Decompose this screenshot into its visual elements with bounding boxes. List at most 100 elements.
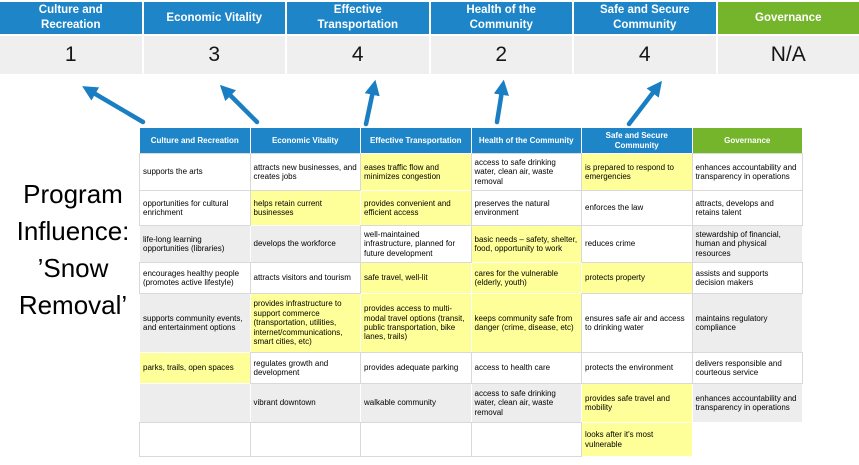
matrix-cell-text: assists and supports decision makers [695, 268, 769, 287]
influence-arrow-3 [363, 80, 380, 127]
matrix-cell-r7-c3: walkable community [361, 384, 471, 422]
matrix-cell-r4-c1: encourages healthy people (promotes acti… [139, 262, 251, 294]
text-line: Effective [333, 4, 382, 17]
matrix-cell-r6-c1: parks, trails, open spaces [140, 353, 250, 383]
matrix-cell-r8-c5: looks after it's most vulnerable [582, 423, 692, 456]
text-line: Removal’ [18, 289, 128, 320]
text-line: Health of the [466, 4, 537, 17]
matrix-cell-r2-c4: preserves the natural environment [470, 190, 582, 226]
matrix-cell-r2-c6: attracts, develops and retains talent [691, 190, 803, 226]
matrix-cell-text: attracts, develops and retains talent [695, 198, 774, 217]
matrix-cell-text: delivers responsible and courteous servi… [695, 358, 782, 377]
matrix-cell-text: life-long learning opportunities (librar… [143, 234, 225, 253]
influence-matrix: Culture and Recreation Economic Vitality E… [139, 128, 803, 457]
matrix-cell-text: attracts new businesses, and creates job… [253, 162, 357, 181]
matrix-header-2: Economic Vitality [250, 128, 360, 153]
summary-header-4: Health of the Community [430, 2, 572, 34]
matrix-cell-r1-c3: eases traffic flow and minimizes congest… [361, 154, 471, 190]
matrix-cell-text: develops the workforce [253, 239, 336, 249]
matrix-cell-r5-c4: keeps community safe from danger (crime,… [471, 294, 581, 352]
text-line: Safe and Secure [600, 4, 690, 17]
summary-header-2: Economic Vitality [143, 2, 285, 34]
matrix-cell-r3-c3: well-maintained infrastructure, planned … [360, 225, 472, 263]
matrix-cell-r4-c4: cares for the vulnerable (elderly, youth… [471, 263, 581, 293]
matrix-cell-text: protects property [585, 273, 646, 283]
matrix-cell-r5-c5: ensures safe air and access to drinking … [581, 293, 693, 353]
matrix-cell-r6-c5: protects the environment [581, 352, 693, 384]
influence-arrows [82, 80, 662, 127]
matrix-cell-r4-c6: assists and supports decision makers [691, 262, 803, 294]
matrix-cell-text: stewardship of financial, human and phys… [695, 229, 781, 258]
matrix-cell-r3-c6: stewardship of financial, human and phys… [692, 226, 802, 262]
matrix-cell-text: provides convenient and efficient access [364, 198, 451, 217]
matrix-cell-text: helps retain current businesses [253, 198, 322, 217]
matrix-cell-text: looks after it's most vulnerable [585, 430, 654, 449]
matrix-cell-r7-c1 [140, 384, 250, 422]
text-line: Community [469, 19, 533, 31]
matrix-cell-text: protects the environment [585, 363, 674, 373]
matrix-cell-text: supports the arts [143, 167, 203, 177]
program-title: Program Influence: ’Snow Removal’ [2, 176, 144, 324]
matrix-cell-r5-c3: provides access to multi-modal travel op… [361, 294, 471, 352]
matrix-header-4: Health of the Community [471, 128, 581, 153]
matrix-cell-r7-c5: provides safe travel and mobility [582, 384, 692, 422]
matrix-cell-r3-c2: develops the workforce [250, 226, 360, 262]
matrix-cell-text: preserves the natural environment [474, 198, 550, 217]
matrix-cell-r5-c1: supports community events, and entertain… [140, 294, 250, 352]
summary-header-6: Governance [717, 2, 859, 34]
matrix-cell-text: cares for the vulnerable (elderly, youth… [474, 268, 559, 287]
matrix-cell-text: maintains regulatory compliance [695, 313, 768, 332]
matrix-cell-r1-c6: enhances accountability and transparency… [691, 153, 803, 191]
influence-arrow-1 [82, 86, 146, 125]
matrix-cell-text: safe travel, well-lit [364, 273, 428, 283]
matrix-cell-r5-c2: provides infrastructure to support comme… [250, 294, 360, 352]
matrix-header-1: Culture and Recreation [140, 128, 250, 153]
matrix-cell-text: regulates growth and development [253, 358, 329, 377]
matrix-cell-r1-c2: attracts new businesses, and creates job… [249, 153, 361, 191]
matrix-cell-text: well-maintained infrastructure, planned … [364, 229, 456, 258]
matrix-cell-r3-c5: reduces crime [581, 225, 693, 263]
matrix-header-3: Effective Transportation [361, 128, 471, 153]
text-line: Health of the Community [478, 135, 574, 145]
matrix-cell-text: provides safe travel and mobility [585, 393, 670, 412]
influence-arrow-2 [219, 84, 260, 125]
text-line: Culture and Recreation [150, 135, 239, 145]
matrix-cell-r8-c6 [692, 423, 802, 456]
matrix-cell-r4-c2: attracts visitors and tourism [249, 262, 361, 294]
text-line: Economic Vitality [271, 135, 339, 145]
matrix-cell-r8-c4 [470, 422, 582, 457]
text-line: Economic Vitality [166, 11, 263, 24]
matrix-cell-text: is prepared to respond to emergencies [585, 162, 674, 181]
matrix-header-6: Governance [692, 128, 802, 153]
summary-header-1: Culture and Recreation [0, 2, 142, 34]
matrix-cell-r2-c1: opportunities for cultural enrichment [139, 190, 251, 226]
influence-arrow-5 [626, 80, 662, 127]
summary-band: Culture and Recreation Economic Vitality Ef… [0, 2, 859, 74]
matrix-cell-text: opportunities for cultural enrichment [143, 198, 229, 217]
matrix-cell-r2-c3: provides convenient and efficient access [361, 191, 471, 225]
summary-value-6: N/A [717, 36, 859, 74]
summary-header-3: Effective Transportation [287, 2, 429, 34]
matrix-cell-text: provides adequate parking [364, 363, 459, 373]
matrix-cell-text: keeps community safe from danger (crime,… [474, 313, 574, 332]
matrix-cell-text: enhances accountability and transparency… [695, 393, 797, 412]
matrix-cell-r1-c1: supports the arts [139, 153, 251, 191]
text-line: Recreation [41, 19, 101, 31]
text-line: Effective Transportation [369, 135, 462, 145]
summary-header-5: Safe and Secure Community [574, 2, 716, 34]
matrix-header-5: Safe and Secure Community [582, 128, 692, 153]
matrix-cell-text: enhances accountability and transparency… [695, 162, 797, 181]
text-line: Community [614, 140, 659, 150]
matrix-cell-text: basic needs – safety, shelter, food, opp… [474, 234, 578, 253]
matrix-cell-r2-c5: enforces the law [581, 190, 693, 226]
summary-value-2: 3 [143, 36, 285, 74]
matrix-cell-text: provides access to multi-modal travel op… [364, 304, 465, 342]
text-line: ’Snow [37, 252, 109, 283]
text-line: Safe and Secure [605, 130, 668, 140]
matrix-cell-text: ensures safe air and access to drinking … [585, 313, 685, 332]
text-line: Governance [755, 11, 822, 24]
text-line: Program [23, 179, 123, 209]
matrix-cell-r6-c6: delivers responsible and courteous servi… [691, 352, 803, 384]
text-line: Transportation [317, 19, 398, 31]
